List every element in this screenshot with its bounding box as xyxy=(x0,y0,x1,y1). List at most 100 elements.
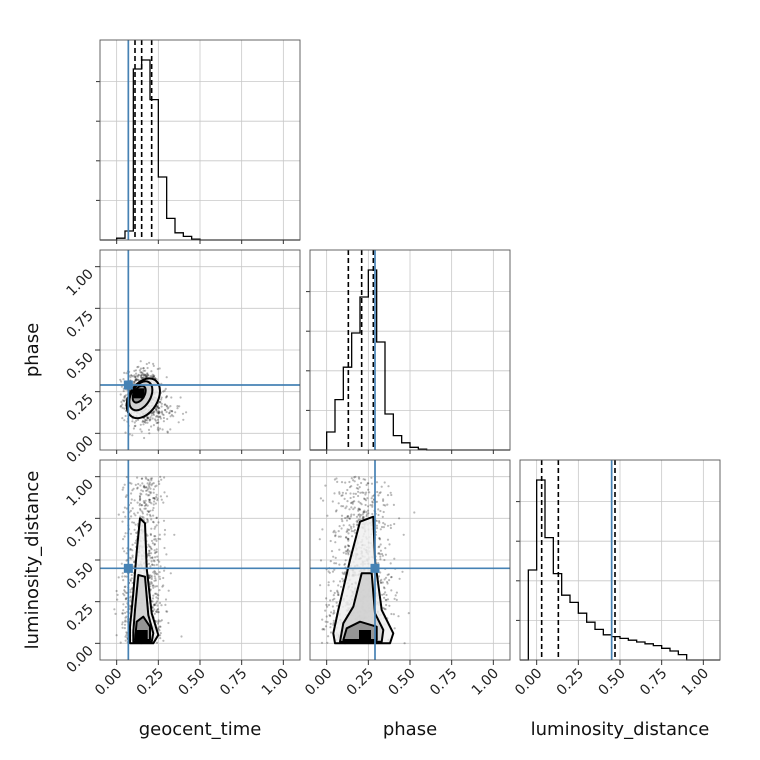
y-tick-labels: 0.00 0.25 0.50 0.75 1.00 0.00 0.25 0.50 0.75 1.00 xyxy=(63,266,100,676)
scatter-point xyxy=(379,555,382,558)
scatter-point xyxy=(332,555,335,558)
scatter-point xyxy=(131,434,134,437)
scatter-point xyxy=(156,414,159,417)
scatter-point xyxy=(125,597,128,600)
scatter-point xyxy=(158,533,161,536)
scatter-point xyxy=(385,603,388,607)
scatter-point xyxy=(152,603,155,606)
scatter-point xyxy=(335,477,338,480)
scatter-point xyxy=(137,482,140,486)
scatter-point xyxy=(346,549,349,552)
scatter-point xyxy=(121,406,124,409)
scatter-point xyxy=(378,537,381,540)
scatter-point xyxy=(389,562,392,565)
scatter-point xyxy=(394,594,397,597)
scatter-point xyxy=(140,504,143,507)
scatter-point xyxy=(136,375,139,378)
scatter-point xyxy=(148,494,151,497)
scatter-point xyxy=(138,502,142,505)
scatter-point xyxy=(346,548,350,551)
scatter-point xyxy=(168,411,171,414)
scatter-point xyxy=(150,582,153,585)
scatter-point xyxy=(384,598,387,601)
scatter-point xyxy=(142,516,145,519)
scatter-point xyxy=(152,375,155,378)
scatter-point xyxy=(403,642,406,645)
scatter-point xyxy=(148,361,151,364)
scatter-point xyxy=(357,490,360,493)
scatter-point xyxy=(152,364,155,367)
scatter-point xyxy=(337,502,340,505)
scatter-point xyxy=(375,500,379,503)
scatter-point xyxy=(141,419,145,422)
scatter-point xyxy=(157,416,160,419)
scatter-point xyxy=(342,580,345,583)
scatter-point xyxy=(155,585,159,588)
scatter-point xyxy=(163,476,166,479)
scatter-point xyxy=(146,417,149,420)
scatter-point xyxy=(337,592,340,595)
scatter-point xyxy=(331,500,334,503)
scatter-point xyxy=(156,418,159,421)
scatter-point xyxy=(151,509,154,512)
scatter-point xyxy=(152,586,155,589)
scatter-point xyxy=(131,543,134,546)
scatter-point xyxy=(124,597,127,600)
scatter-point xyxy=(130,573,133,577)
scatter-point xyxy=(365,483,368,487)
scatter-point xyxy=(146,478,150,481)
scatter-point xyxy=(386,494,390,497)
scatter-point xyxy=(123,535,126,538)
scatter-point xyxy=(145,375,148,378)
scatter-point xyxy=(353,506,356,509)
scatter-point xyxy=(392,613,395,616)
scatter-point xyxy=(379,549,382,552)
scatter-point xyxy=(367,482,370,485)
scatter-point xyxy=(146,534,149,537)
scatter-point xyxy=(158,571,161,574)
scatter-point xyxy=(153,549,156,552)
scatter-point xyxy=(148,483,151,486)
scatter-point xyxy=(139,428,142,431)
scatter-point xyxy=(132,521,136,524)
scatter-point xyxy=(125,575,128,578)
scatter-point xyxy=(160,498,163,501)
scatter-point xyxy=(176,405,179,408)
scatter-point xyxy=(358,513,361,516)
scatter-point xyxy=(123,419,126,422)
scatter-point xyxy=(321,528,324,531)
scatter-point xyxy=(148,486,151,489)
scatter-point xyxy=(378,545,381,548)
scatter-point xyxy=(157,429,160,432)
scatter-point xyxy=(122,538,125,541)
panel-luminosity-distance-vs-geocent-time xyxy=(99,459,301,661)
scatter-point xyxy=(158,589,161,592)
scatter-point xyxy=(185,411,188,414)
scatter-point xyxy=(124,585,127,588)
scatter-point xyxy=(377,562,380,565)
scatter-point xyxy=(132,487,135,490)
scatter-point xyxy=(349,515,352,518)
scatter-point xyxy=(117,513,120,516)
y-tick-label: 0.00 xyxy=(63,433,96,466)
scatter-point xyxy=(385,599,388,602)
scatter-point xyxy=(134,378,137,381)
scatter-point xyxy=(153,411,156,414)
scatter-point xyxy=(148,498,151,501)
scatter-point xyxy=(156,406,160,409)
scatter-point xyxy=(146,421,149,424)
scatter-point xyxy=(151,417,154,420)
scatter-point xyxy=(167,406,170,409)
scatter-point xyxy=(154,577,157,580)
scatter-point xyxy=(334,535,337,538)
x-tick-label: 0.00 xyxy=(512,666,545,699)
scatter-point xyxy=(370,476,373,479)
scatter-point xyxy=(155,563,158,566)
scatter-point xyxy=(143,501,146,504)
scatter-point xyxy=(146,519,149,522)
scatter-point xyxy=(383,523,386,526)
scatter-point xyxy=(352,525,355,528)
y-tick-label: 0.25 xyxy=(63,601,96,634)
scatter-point xyxy=(158,601,162,605)
scatter-point xyxy=(386,573,389,577)
